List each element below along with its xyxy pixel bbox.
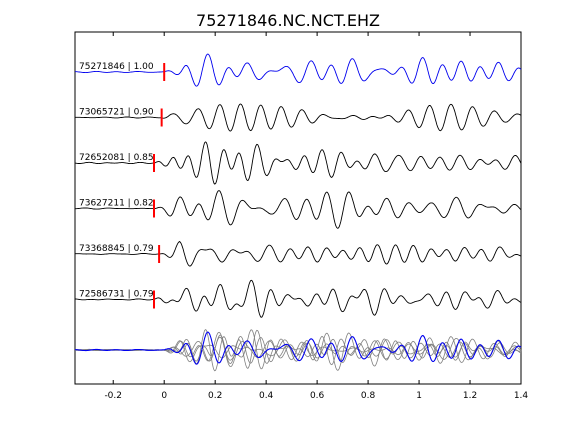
traces-layer <box>74 53 522 318</box>
x-tick-label: -0.2 <box>104 391 122 401</box>
trace-label-72652081: 72652081 | 0.85 <box>79 153 154 163</box>
overlay-reference-trace <box>75 331 522 365</box>
axes-frame <box>74 31 522 385</box>
trace-line-72652081 <box>74 141 522 185</box>
trace-label-73065721: 73065721 | 0.90 <box>79 108 154 118</box>
overlay-stack <box>74 329 522 372</box>
chart-title: 75271846.NC.NCT.EHZ <box>196 11 380 30</box>
x-tick-label: 1 <box>416 391 422 401</box>
x-axis: -0.2 0 0.2 0.4 0.6 0.8 1 1.2 1.4 <box>104 32 528 401</box>
pick-markers <box>153 63 166 309</box>
trace-line-73368845 <box>74 240 522 267</box>
trace-line-72586731 <box>74 279 522 318</box>
x-tick-label: 0.4 <box>259 391 274 401</box>
x-tick-label: 0 <box>161 391 167 401</box>
x-tick-label: 0.8 <box>361 391 376 401</box>
trace-label-73368845: 73368845 | 0.79 <box>79 244 154 254</box>
x-tick-label: 0.2 <box>208 391 222 401</box>
x-tick-label: 1.2 <box>463 391 477 401</box>
trace-label-75271846: 75271846 | 1.00 <box>79 62 154 72</box>
trace-label-72586731: 72586731 | 0.79 <box>79 290 154 300</box>
trace-label-73627211: 73627211 | 0.82 <box>79 199 154 209</box>
x-tick-label: 1.4 <box>514 391 529 401</box>
trace-line-73065721 <box>74 103 522 132</box>
trace-labels: 75271846 | 1.00 73065721 | 0.90 72652081 |… <box>79 62 154 300</box>
trace-line-73627211 <box>74 190 522 229</box>
trace-line-75271846 <box>75 53 522 87</box>
x-tick-label: 0.6 <box>310 391 325 401</box>
